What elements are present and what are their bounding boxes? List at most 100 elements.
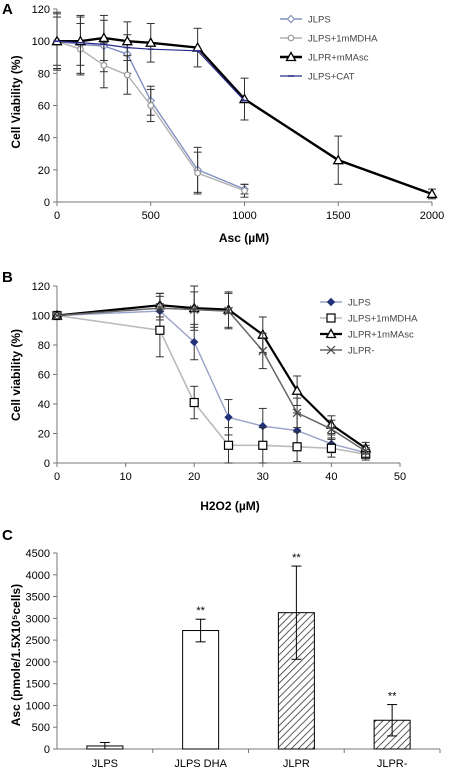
y-tick-label: 2500 <box>26 635 50 647</box>
y-tick-label: 40 <box>38 399 50 411</box>
legend-marker <box>326 313 336 323</box>
y-tick-label: 120 <box>32 281 50 293</box>
x-tick-label: 2000 <box>420 210 444 222</box>
y-tick-label: 20 <box>38 165 50 177</box>
data-point <box>189 305 199 315</box>
bar-jlps-dha <box>182 630 220 750</box>
y-tick-label: 120 <box>32 4 50 16</box>
x-tick-label: 500 <box>142 210 160 222</box>
data-point <box>155 303 165 313</box>
data-point <box>121 35 133 46</box>
y-tick-label: 4500 <box>26 548 50 560</box>
y-tick-label: 1500 <box>26 679 50 691</box>
data-point <box>98 32 110 43</box>
significance-label: ** <box>388 691 397 703</box>
legend-entry-jlps: JLPS <box>280 15 331 26</box>
data-point <box>241 187 248 195</box>
data-point <box>332 154 344 165</box>
data-point <box>224 306 233 316</box>
x-tick-label: 40 <box>325 471 337 483</box>
panel-letter-c: C <box>2 527 13 544</box>
y-tick-label: 100 <box>32 311 50 323</box>
legend-marker <box>287 34 295 42</box>
category-label: JLPS DHA <box>174 758 227 770</box>
data-point <box>145 36 157 47</box>
legend-entry-jlpr-1mmasc: JLPR+1mMAsc <box>320 328 414 341</box>
category-label: JLPR- <box>377 758 408 770</box>
legend-marker <box>325 328 337 339</box>
legend-entry-jlpr: JLPR- <box>320 346 374 357</box>
category-label: JLPR <box>283 758 310 770</box>
data-point <box>292 442 302 452</box>
legend-label: JLPS <box>348 298 371 309</box>
legend-label: JLPS+1mMDHA <box>348 314 418 325</box>
chart-a: 0 20 40 60 80 100 120 0 500 1000 1500 2000 JLPS JLPS… <box>9 4 444 245</box>
y-tick-label: 80 <box>38 340 50 352</box>
series-jlps-1mmdha <box>53 16 249 198</box>
y-tick-label: 3000 <box>26 613 50 625</box>
y-tick-label: 80 <box>38 68 50 80</box>
y-tick-label: 4000 <box>26 570 50 582</box>
x-tick-label: 0 <box>54 210 60 222</box>
legend-label: JLPS+CAT <box>308 72 355 83</box>
data-point <box>147 102 155 109</box>
legend-label: JLPR+1mMAsc <box>348 330 414 341</box>
y-tick-label: 0 <box>44 458 50 470</box>
legend-marker <box>326 297 336 307</box>
significance-label: ** <box>196 605 205 617</box>
y-tick-label: 60 <box>38 101 50 113</box>
significance-label: ** <box>292 552 301 564</box>
data-point <box>426 188 438 199</box>
panel-letter-a: A <box>2 1 13 18</box>
legend-entry-jlps-1mmdha: JLPS+1mMDHA <box>280 34 378 45</box>
y-tick-label: 20 <box>38 429 50 441</box>
data-point <box>189 397 199 408</box>
data-point <box>155 325 165 335</box>
x-tick-label: 20 <box>188 471 200 483</box>
y-tick-label: 2000 <box>26 657 50 669</box>
y-tick-label: 0 <box>44 197 50 209</box>
y-tick-label: 40 <box>38 133 50 145</box>
series-line-jlps-1mmdha <box>56 314 366 455</box>
chart-b: 0 20 40 60 80 100 120 0 10 20 30 40 50 JLPS JLPS+1mMD… <box>9 281 418 513</box>
legend-entry-jlpr-mmasc: JLPR+mMAsc <box>280 51 369 64</box>
x-tick-label: 30 <box>257 471 269 483</box>
y-tick-label: 100 <box>32 36 50 48</box>
legend-label: JLPS <box>308 15 331 26</box>
x-tick-label: 0 <box>54 471 60 483</box>
series-jlpr-mmasc <box>51 11 438 200</box>
chart-b-ylabel: Cell viability (%) <box>9 329 23 421</box>
series-line-jlpr-1mmasc <box>56 304 367 450</box>
legend-marker <box>285 51 297 62</box>
data-point <box>292 408 302 418</box>
chart-c-ylabel: Asc (pmole/1.5X10⁵cells) <box>9 584 23 726</box>
series-jlpr <box>52 291 371 458</box>
chart-a-ylabel: Cell Viability (%) <box>9 55 23 148</box>
data-point <box>258 440 268 450</box>
data-point <box>326 424 336 434</box>
data-point <box>291 384 303 395</box>
series-jlpr-1mmasc <box>51 285 372 455</box>
data-point <box>52 311 62 320</box>
chart-a-xlabel: Asc (µM) <box>219 231 269 245</box>
legend-entry-jlps: JLPS <box>320 298 371 309</box>
y-tick-label: 0 <box>44 744 50 756</box>
y-tick-label: 1000 <box>26 700 50 712</box>
legend-marker <box>286 14 296 24</box>
legend-label: JLPR- <box>348 346 374 357</box>
series-jlps-1mmdha <box>52 303 371 464</box>
chart-b-xlabel: H2O2 (µM) <box>200 499 260 513</box>
y-tick-label: 60 <box>38 370 50 382</box>
series-jlps-cat <box>54 40 248 102</box>
data-point <box>258 346 268 356</box>
data-point <box>100 61 108 69</box>
x-tick-label: 50 <box>394 471 406 483</box>
data-point <box>224 413 233 422</box>
legend-marker <box>326 345 336 355</box>
y-tick-label: 500 <box>32 722 50 734</box>
series-line-jlps <box>56 310 366 454</box>
data-point <box>361 446 371 456</box>
x-tick-label: 10 <box>119 471 131 483</box>
data-point <box>123 71 131 79</box>
